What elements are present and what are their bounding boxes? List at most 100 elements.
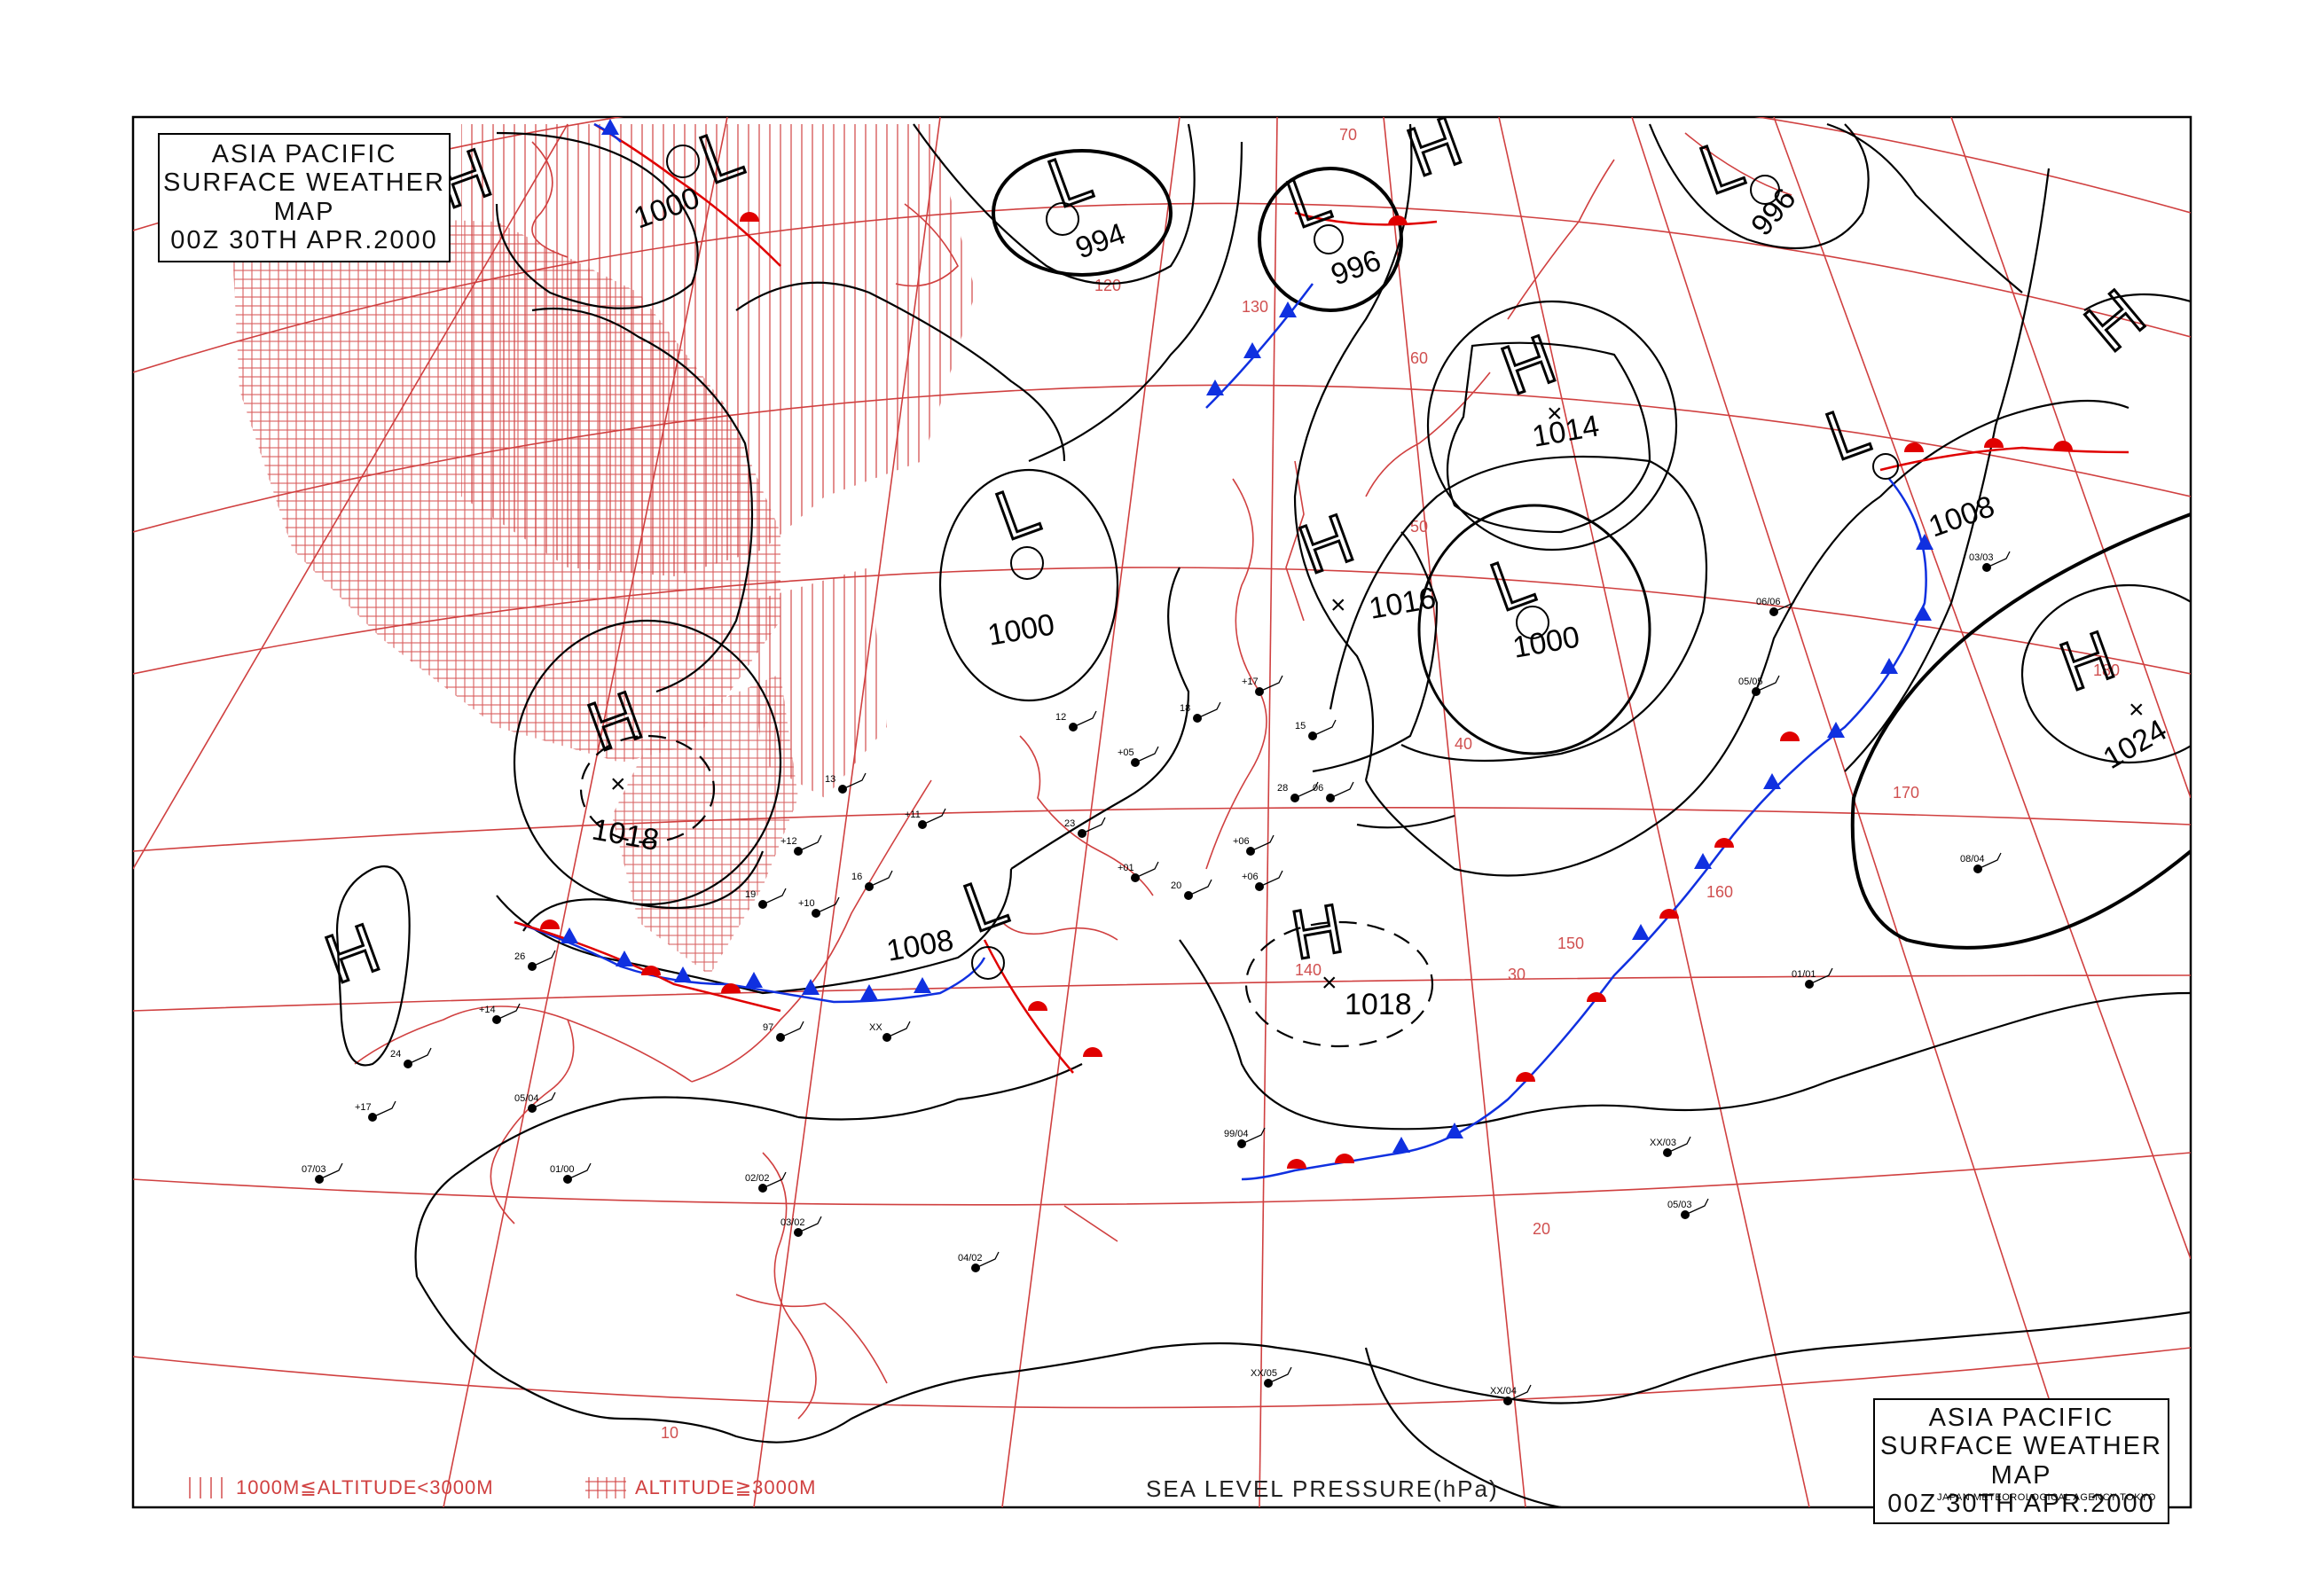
cold-front-symbol — [802, 979, 820, 995]
wind-barb — [797, 1216, 822, 1233]
wind-barb — [1667, 1136, 1691, 1154]
station-value: 03/02 — [780, 1217, 805, 1228]
cold-front-symbol — [1763, 773, 1781, 789]
cold-front-symbol — [601, 119, 619, 135]
grid-labels: 70 60 50 40 30 20 10 120 130 140 150 160… — [661, 126, 2120, 1442]
lat-label: 60 — [1410, 349, 1428, 367]
wind-barb — [1773, 595, 1798, 613]
wind-barb — [531, 1091, 556, 1109]
cold-front-symbol — [1243, 342, 1261, 358]
station-value: XX/04 — [1490, 1386, 1517, 1396]
station-value: +12 — [780, 836, 797, 847]
station-value: XX/03 — [1650, 1138, 1676, 1148]
lon-label: 160 — [1706, 883, 1733, 901]
station-value: 05/03 — [1667, 1200, 1692, 1210]
lat-label: 70 — [1339, 126, 1357, 144]
wind-barb — [1684, 1198, 1709, 1216]
station-value: 26 — [514, 951, 525, 962]
station-value: XX/05 — [1251, 1368, 1277, 1379]
cold-front-symbol — [1827, 722, 1845, 738]
wind-barb — [1134, 746, 1159, 763]
cold-front-symbol — [1694, 853, 1712, 869]
station-value: 18 — [1180, 703, 1190, 714]
lat-label: 20 — [1533, 1220, 1550, 1238]
wind-barb — [1977, 852, 2002, 870]
station-value: 24 — [390, 1049, 401, 1060]
cold-front-symbol — [1880, 658, 1898, 674]
terrain-high-altitude-area — [231, 213, 798, 975]
title-line: ASIA PACIFIC — [1928, 1404, 2114, 1432]
station-value: 99/04 — [1224, 1129, 1249, 1139]
svg-text:×: × — [1330, 591, 1346, 620]
lat-label: 40 — [1455, 735, 1472, 753]
variable-label: SEA LEVEL PRESSURE(hPa) — [1146, 1475, 1499, 1502]
wind-barb — [1312, 719, 1337, 737]
warm-front-symbol — [1659, 909, 1679, 919]
legend-label: 1000M≦ALTITUDE<3000M — [236, 1476, 494, 1498]
wind-barb — [1267, 1366, 1292, 1384]
wind-barb — [1259, 870, 1283, 888]
svg-text:×: × — [2129, 695, 2145, 724]
wind-barb — [318, 1162, 343, 1180]
svg-text:×: × — [1322, 968, 1337, 998]
warm-front-symbol — [1780, 732, 1800, 741]
lat-label: 50 — [1410, 518, 1428, 536]
warm-front-symbol — [540, 919, 560, 929]
fronts — [514, 122, 2130, 1181]
station-value: 08/04 — [1960, 854, 1985, 864]
isobars — [335, 122, 2191, 1507]
legend-high-altitude: ALTITUDE≧3000M — [585, 1476, 816, 1499]
station-value: +11 — [905, 810, 921, 820]
warm-front-symbol — [1714, 838, 1734, 848]
cold-front-symbol — [914, 977, 931, 993]
lon-label: 140 — [1295, 961, 1322, 979]
warm-front-symbol — [2053, 441, 2073, 450]
wind-barb — [922, 808, 946, 825]
wind-barb — [797, 834, 822, 852]
wind-barb — [1294, 781, 1319, 799]
cold-front-symbol — [674, 966, 692, 982]
cold-front-symbol — [1914, 605, 1932, 621]
cold-front-symbol — [561, 927, 578, 943]
station-value: +06 — [1233, 836, 1250, 847]
station-value: 01/00 — [550, 1164, 575, 1175]
station-value: 07/03 — [302, 1164, 326, 1175]
wind-barb — [780, 1021, 804, 1038]
station-value: 04/02 — [958, 1253, 983, 1264]
map-title-box: ASIA PACIFIC SURFACE WEATHER MAP 00Z 30T… — [1873, 1398, 2169, 1524]
title-line: 00Z 30TH APR.2000 — [170, 226, 438, 255]
map-title-box: ASIA PACIFIC SURFACE WEATHER MAP 00Z 30T… — [158, 133, 451, 262]
warm-front-symbol — [1388, 215, 1408, 225]
lat-label: 30 — [1508, 966, 1526, 983]
station-value: +17 — [355, 1102, 372, 1113]
title-line: ASIA PACIFIC — [211, 140, 397, 168]
station-value: 20 — [1171, 880, 1181, 891]
station-value: 01/01 — [1792, 969, 1816, 980]
station-value: +01 — [1118, 863, 1134, 873]
wind-barb — [762, 888, 787, 905]
lon-label: 130 — [1242, 298, 1268, 316]
station-value: 05/05 — [1738, 677, 1763, 687]
wind-barb — [1072, 710, 1097, 728]
warm-front-symbol — [740, 212, 759, 222]
station-value: 02/02 — [745, 1173, 770, 1184]
warm-front-symbol — [721, 983, 741, 993]
wind-barb — [868, 870, 893, 888]
wind-barb — [1755, 675, 1780, 692]
cold-front-symbol — [745, 972, 763, 988]
svg-text:×: × — [610, 770, 626, 799]
station-value: 06/06 — [1756, 597, 1781, 607]
cold-front-symbol — [1392, 1137, 1410, 1153]
wind-barb — [1250, 834, 1275, 852]
front-symbols — [540, 119, 2073, 1169]
wind-barb — [372, 1100, 396, 1118]
wind-barb — [815, 896, 840, 914]
station-value: +17 — [1242, 677, 1259, 687]
station-value: 15 — [1295, 721, 1306, 732]
cold-front-symbol — [1916, 534, 1933, 550]
wind-barb — [567, 1162, 592, 1180]
wind-barb — [1808, 967, 1833, 985]
wind-barb — [407, 1047, 432, 1065]
wind-barb — [531, 950, 556, 967]
